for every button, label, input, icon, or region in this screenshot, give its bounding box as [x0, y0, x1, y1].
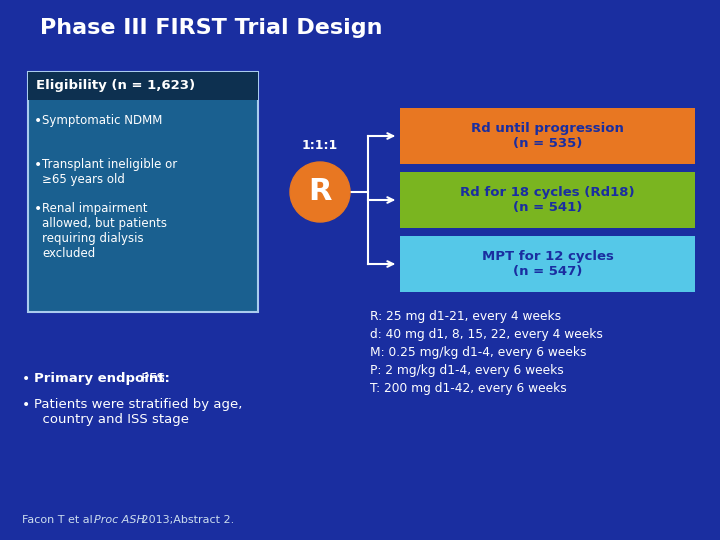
Text: Facon T et al.: Facon T et al. — [22, 515, 100, 525]
Text: Phase III FIRST Trial Design: Phase III FIRST Trial Design — [40, 18, 382, 38]
Text: R: 25 mg d1-21, every 4 weeks: R: 25 mg d1-21, every 4 weeks — [370, 310, 561, 323]
Text: PFS: PFS — [137, 372, 165, 385]
Text: Renal impairment
allowed, but patients
requiring dialysis
excluded: Renal impairment allowed, but patients r… — [42, 202, 167, 260]
Text: Eligibility (n = 1,623): Eligibility (n = 1,623) — [36, 79, 195, 92]
Text: Patients were stratified by age,
  country and ISS stage: Patients were stratified by age, country… — [34, 398, 243, 426]
FancyBboxPatch shape — [28, 72, 258, 312]
Text: •: • — [34, 202, 42, 216]
Text: R: R — [308, 178, 332, 206]
Circle shape — [290, 162, 350, 222]
Text: Primary endpoint:: Primary endpoint: — [34, 372, 170, 385]
Text: •: • — [34, 114, 42, 128]
Text: Proc ASH: Proc ASH — [94, 515, 145, 525]
Text: M: 0.25 mg/kg d1-4, every 6 weeks: M: 0.25 mg/kg d1-4, every 6 weeks — [370, 346, 587, 359]
Text: Rd until progression
(n = 535): Rd until progression (n = 535) — [471, 122, 624, 150]
FancyBboxPatch shape — [400, 108, 695, 164]
Text: 2013;Abstract 2.: 2013;Abstract 2. — [138, 515, 234, 525]
Text: MPT for 12 cycles
(n = 547): MPT for 12 cycles (n = 547) — [482, 250, 613, 278]
Text: Symptomatic NDMM: Symptomatic NDMM — [42, 114, 163, 127]
FancyBboxPatch shape — [28, 72, 258, 100]
FancyBboxPatch shape — [400, 236, 695, 292]
Text: Transplant ineligible or
≥65 years old: Transplant ineligible or ≥65 years old — [42, 158, 177, 186]
Text: T: 200 mg d1-42, every 6 weeks: T: 200 mg d1-42, every 6 weeks — [370, 382, 567, 395]
Text: Rd for 18 cycles (Rd18)
(n = 541): Rd for 18 cycles (Rd18) (n = 541) — [460, 186, 635, 214]
Text: d: 40 mg d1, 8, 15, 22, every 4 weeks: d: 40 mg d1, 8, 15, 22, every 4 weeks — [370, 328, 603, 341]
Text: •: • — [34, 158, 42, 172]
Text: P: 2 mg/kg d1-4, every 6 weeks: P: 2 mg/kg d1-4, every 6 weeks — [370, 364, 564, 377]
Text: •: • — [22, 398, 30, 412]
Text: •: • — [22, 372, 30, 386]
Text: 1:1:1: 1:1:1 — [302, 139, 338, 152]
FancyBboxPatch shape — [400, 172, 695, 228]
